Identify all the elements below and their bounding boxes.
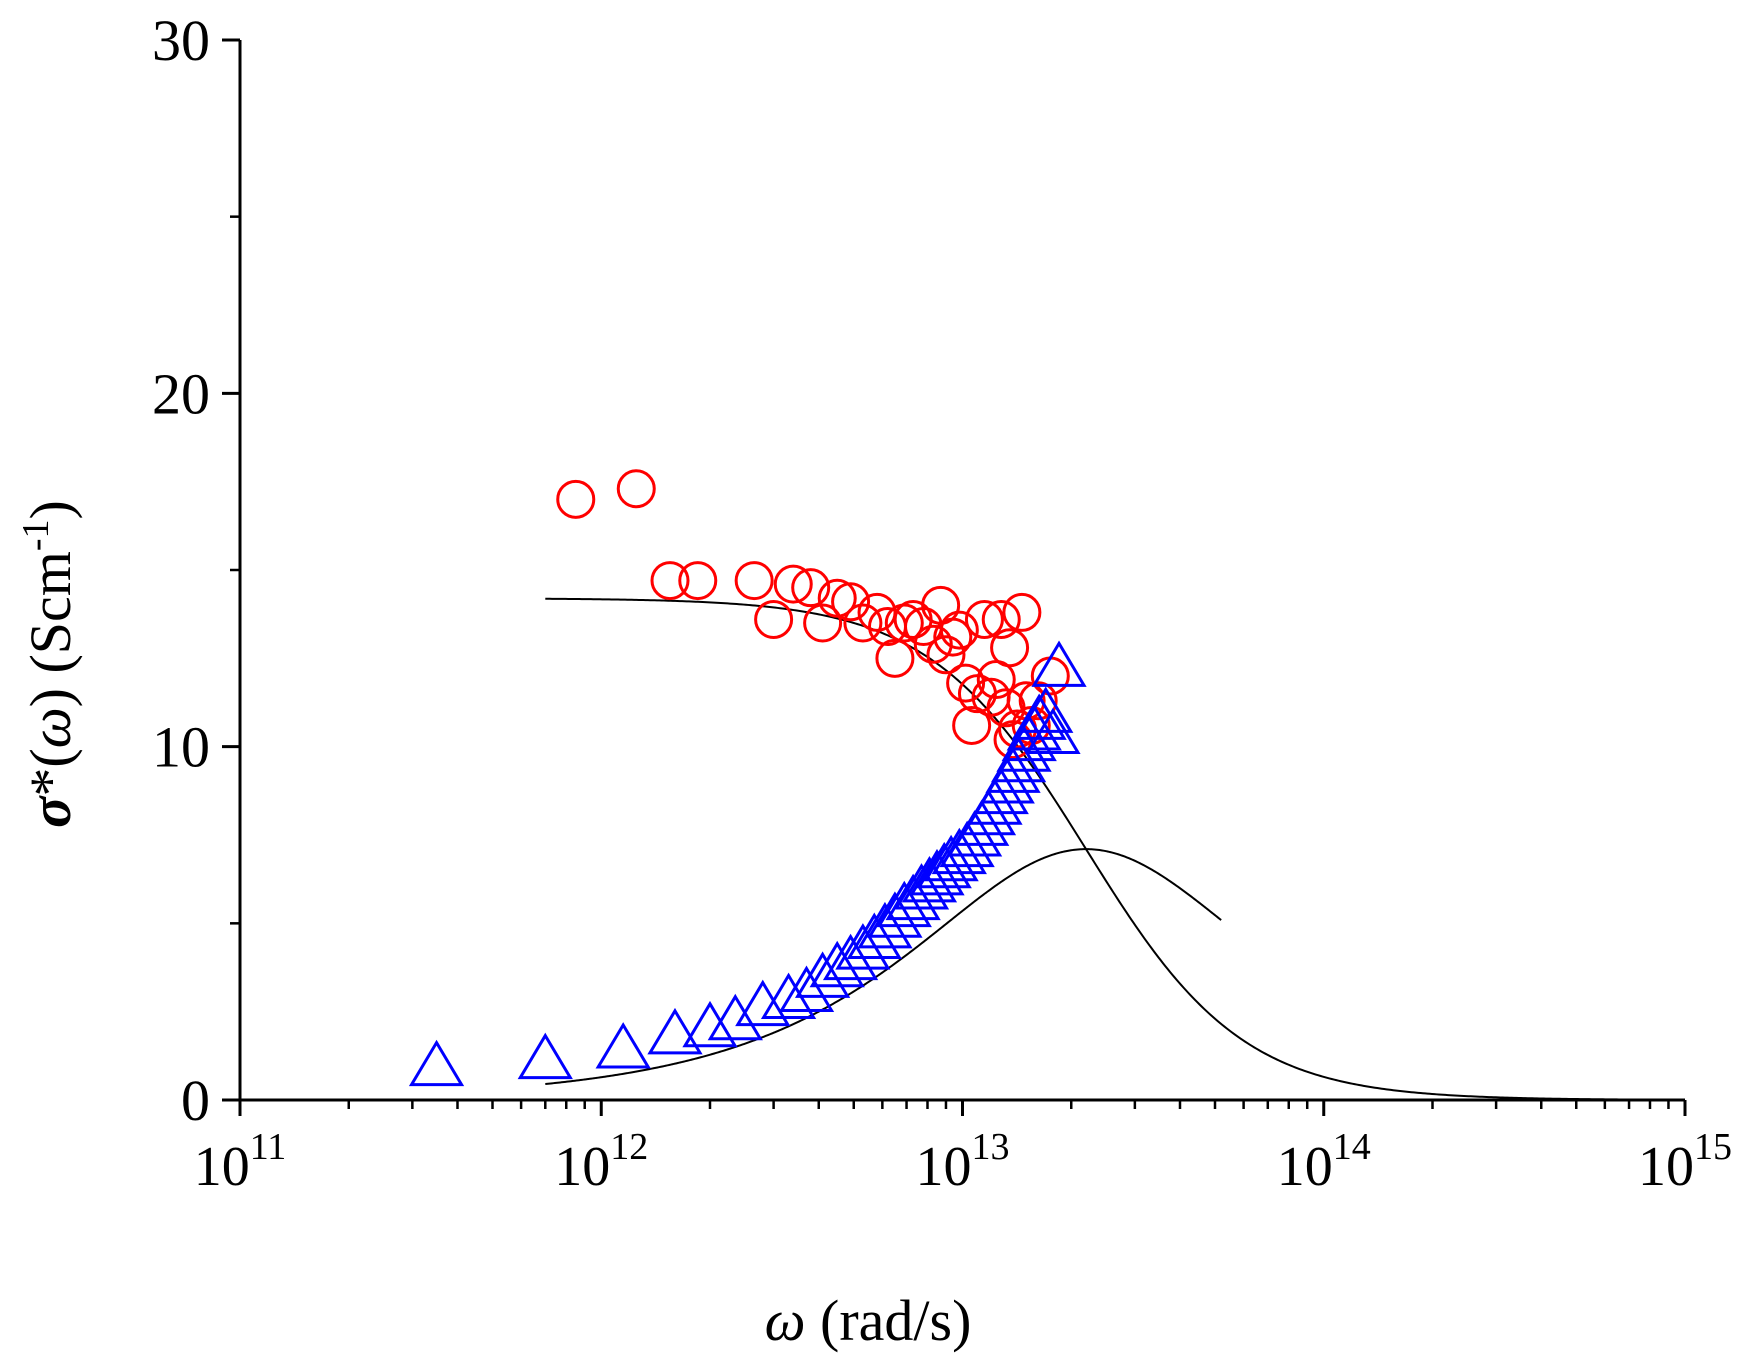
x-tick-label-exp: 15 (1694, 1126, 1732, 1168)
triangle-marker (885, 873, 941, 921)
circle-marker (556, 479, 596, 519)
y-tick-label: 20 (152, 361, 210, 426)
x-tick-label: 1012 (554, 1126, 648, 1198)
triangle-marker (876, 880, 932, 928)
circle-marker (1018, 681, 1058, 721)
x-tick-label-base: 10 (554, 1136, 610, 1198)
circle-marker (803, 603, 843, 643)
circle-marker (650, 561, 690, 601)
triangle-marker (707, 993, 763, 1041)
x-tick-label-base: 10 (916, 1136, 972, 1198)
circle-marker (1002, 592, 1042, 632)
triangle-marker (682, 1000, 738, 1048)
circle-marker (791, 568, 831, 608)
x-axis-unit: (rad/s) (806, 1288, 972, 1353)
triangle-marker (1011, 693, 1067, 740)
triangle-marker (517, 1032, 573, 1080)
x-tick-label-exp: 12 (610, 1126, 648, 1168)
triangle-marker (778, 965, 835, 1012)
fit-curve (545, 848, 1222, 1086)
x-tick-label-exp: 13 (972, 1126, 1010, 1168)
y-tick-label: 0 (181, 1068, 210, 1133)
circle-marker (734, 561, 774, 601)
circle-marker (946, 663, 986, 703)
y-axis-symbol: σ (18, 795, 83, 828)
y-axis-star: *( (18, 748, 83, 796)
circle-marker (616, 469, 656, 509)
y-ticks: 0 10 20 30 (152, 8, 240, 1133)
triangle-marker (794, 951, 851, 998)
data-markers (408, 469, 1087, 1087)
circle-marker (952, 705, 992, 745)
fit-curves (545, 597, 1686, 1101)
circle-marker (754, 599, 794, 639)
x-ticks: 1011 1012 1013 1014 1015 (194, 1100, 1732, 1198)
x-tick-label-base: 10 (1638, 1136, 1694, 1198)
triangle-marker (595, 1022, 651, 1069)
y-axis-title: σ*(ω) (Scm-1) (15, 500, 83, 828)
triangle-marker (1025, 707, 1081, 755)
x-tick-label: 1015 (1638, 1126, 1732, 1198)
circle-marker (939, 610, 979, 650)
circle-marker (831, 582, 871, 622)
circle-marker (964, 599, 1004, 639)
x-tick-label-base: 10 (1277, 1136, 1333, 1198)
triangle-marker (735, 979, 791, 1027)
triangle-marker (931, 827, 987, 875)
x-tick-label: 1011 (194, 1126, 287, 1198)
x-tick-label: 1014 (1277, 1126, 1371, 1198)
triangle-marker (1031, 640, 1087, 687)
triangle-marker (867, 891, 923, 938)
triangle-marker (1018, 686, 1074, 733)
y-axis-unit-exp: -1 (15, 519, 57, 551)
x-tick-label: 1013 (916, 1126, 1010, 1198)
circle-marker (817, 578, 857, 618)
circle-marker (926, 635, 966, 675)
circle-marker (875, 638, 915, 678)
x-tick-label-exp: 14 (1333, 1126, 1371, 1168)
triangle-marker (923, 834, 979, 882)
triangle-marker (809, 940, 865, 988)
fit-curve (545, 597, 1686, 1101)
circle-marker (990, 628, 1030, 668)
circle-marker (678, 561, 718, 601)
circle-marker (981, 599, 1021, 639)
x-tick-label-base: 10 (194, 1136, 250, 1198)
y-axis-unit: ) (Scm (18, 551, 83, 707)
triangle-marker (647, 1007, 703, 1055)
circle-marker (773, 564, 813, 604)
circle-marker (913, 624, 953, 664)
x-tick-label-exp: 11 (250, 1126, 287, 1168)
triangle-marker (408, 1039, 465, 1087)
circle-marker (843, 603, 883, 643)
circle-marker (933, 617, 973, 657)
y-axis-arg: ω (18, 707, 83, 748)
x-axis-symbol: ω (765, 1288, 806, 1353)
y-axis-close: ) (18, 500, 83, 519)
x-axis-title: ω (rad/s) (765, 1288, 972, 1353)
y-tick-label: 30 (152, 8, 210, 73)
y-tick-label: 10 (152, 715, 210, 780)
